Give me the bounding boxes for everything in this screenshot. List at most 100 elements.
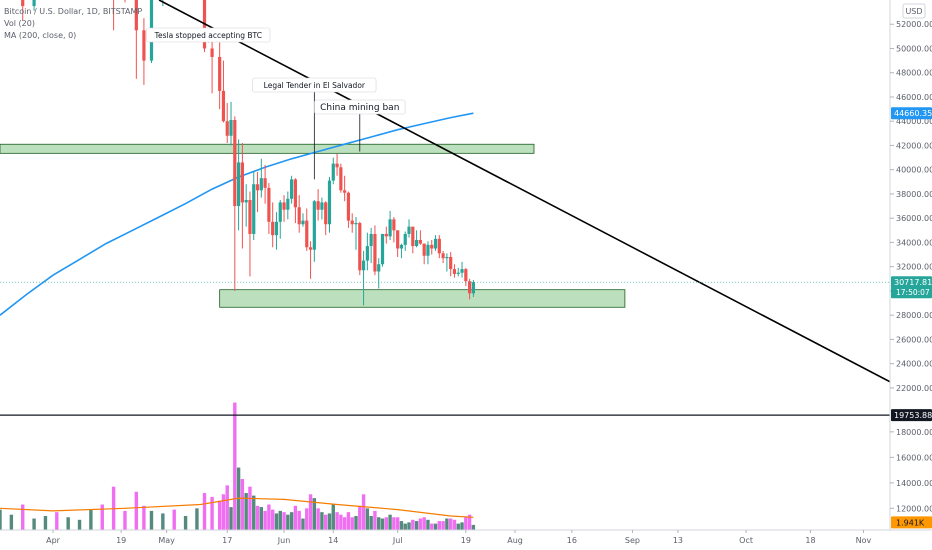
candle-body [471,282,476,294]
volume-bar [248,486,252,530]
candle-body [21,0,25,7]
legend-ma[interactable]: MA (200, close, 0) [4,31,76,40]
volume-bar [66,517,70,530]
candle-body [452,269,457,274]
candle-body [464,269,468,282]
candle-body [252,184,256,234]
volume-bar [320,512,324,530]
candle-body [210,48,214,57]
candle-body [308,247,313,250]
time-axis[interactable]: Apr 19 May 17 Jun 14 Jul 19 Aug 16 Sep 13 Oct 18 Nov [0,529,932,545]
legend-volume[interactable]: Vol (20) [4,19,35,28]
candle-body [365,246,369,261]
volume-bar [403,523,407,530]
candle-body [422,243,426,256]
volume-bar [149,510,154,530]
candle-body [418,240,422,244]
time-tick-label: 14 [328,536,338,545]
volume-bar [221,494,226,530]
volume-axis[interactable]: 18000.00 16000.00 14000.00 12000.00 [890,428,932,513]
currency-box[interactable] [902,3,926,19]
candle-body [373,233,377,272]
price-tick-label: 42000.00 [896,141,932,150]
volume-bar [331,504,335,530]
price-tick-label: 38000.00 [896,190,932,199]
volume-tick-label: 12000.00 [896,504,932,513]
candle-body [290,179,294,199]
volume-bar [259,507,264,530]
volume-bar [456,523,460,530]
volume-bar [77,519,82,530]
annotation-label: China mining ban [320,103,399,113]
candle-body [248,200,252,234]
volume-bar [418,518,423,530]
candle-body [305,220,309,248]
volume-tick-label: 14000.00 [896,479,932,488]
volume-bar [422,517,426,530]
volume-bar [282,512,286,530]
volume-bar [445,518,449,530]
candle-body [430,244,434,249]
price-tag-value: 30717.81 [894,278,932,287]
horizontal-line-layer [0,281,890,416]
legend-symbol[interactable]: Bitcoin / U.S. Dollar, 1D, BITSTAMP [4,7,142,16]
time-tick-label: 16 [567,536,577,545]
volume-bar [388,514,392,530]
volume-bar [267,504,271,530]
volume-bar [183,515,188,530]
candle-body [274,221,279,236]
candle-body [361,260,366,271]
volume-bar [369,515,373,530]
time-tick-label: Jul [392,536,403,545]
volume-bar [365,508,370,530]
volume-tick-label: 18000.00 [896,428,932,437]
price-tag-box [891,409,932,422]
candle-body [369,233,373,247]
volume-tick-label: 16000.00 [896,453,932,462]
candle-body [335,163,339,168]
volume-bar [441,521,445,530]
candle-body [320,202,324,210]
volume-bar [210,496,214,530]
volume-bar [358,505,362,530]
candle-body [293,179,298,208]
candle-body [343,190,347,193]
volume-bar [244,493,248,530]
volume-bar [134,491,139,530]
volume-bar [324,514,328,530]
price-tag-countdown: 17:50:07 [896,288,930,297]
candle-body [233,120,237,207]
time-tick-label: Jun [277,536,291,545]
volume-bar [21,504,25,530]
volume-bar [293,505,298,530]
volume-bar [274,513,279,530]
volume-bar [9,514,14,530]
volume-bar [467,514,472,530]
candle-body [441,253,445,259]
volume-bar [142,505,146,530]
volume-bar [411,519,415,530]
candle-body [388,219,392,237]
time-tick-label: 17 [222,536,232,545]
candle-body [240,162,244,203]
candle-body [218,56,222,91]
candle-body [399,244,404,249]
currency-label: USD [905,7,922,16]
candle-body [297,207,301,225]
volume-bar [373,510,377,530]
volume-bar [407,522,411,530]
candle-body [267,187,271,222]
candle-body [134,0,138,31]
volume-bar [308,494,313,530]
candle-body [426,244,430,256]
candle-body [411,226,415,247]
volume-bar [43,515,48,530]
price-tick-label: 36000.00 [896,214,932,223]
candle-body [142,30,146,61]
volume-bar [301,518,305,530]
volume-bar [361,494,366,530]
candle-body [312,201,316,250]
